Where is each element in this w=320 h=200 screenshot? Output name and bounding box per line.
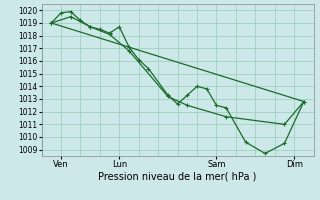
X-axis label: Pression niveau de la mer( hPa ): Pression niveau de la mer( hPa )	[99, 172, 257, 182]
